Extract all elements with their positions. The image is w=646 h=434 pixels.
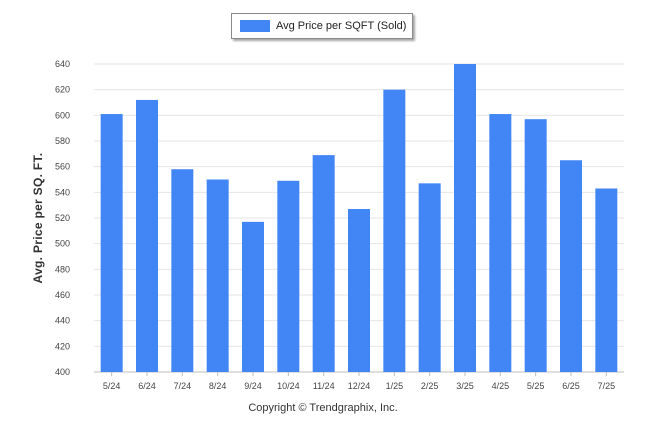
y-tick-label: 460 bbox=[55, 290, 70, 300]
x-tick-label: 9/24 bbox=[244, 381, 262, 391]
bar-2-25[interactable] bbox=[418, 183, 441, 372]
bar-6-25[interactable] bbox=[560, 160, 582, 372]
y-tick-label: 520 bbox=[55, 213, 70, 223]
legend-label: Avg Price per SQFT (Sold) bbox=[276, 20, 407, 32]
bar-11-24[interactable] bbox=[312, 155, 335, 372]
bar-3-25[interactable] bbox=[454, 64, 476, 372]
y-tick-label: 600 bbox=[55, 110, 70, 120]
y-tick-label: 560 bbox=[55, 162, 70, 172]
bar-8-24[interactable] bbox=[206, 179, 229, 373]
bar-6-24[interactable] bbox=[136, 99, 158, 372]
x-tick-label: 7/24 bbox=[174, 381, 192, 391]
x-tick-label: 11/24 bbox=[313, 381, 335, 391]
bar-7-25[interactable] bbox=[595, 188, 618, 372]
y-tick-label: 480 bbox=[55, 264, 70, 274]
x-tick-label: 12/24 bbox=[348, 381, 371, 391]
bars bbox=[100, 64, 618, 373]
y-tick-label: 440 bbox=[55, 316, 70, 326]
bar-9-24[interactable] bbox=[242, 221, 264, 372]
x-tick-label: 5/25 bbox=[527, 381, 545, 391]
x-tick-label: 2/25 bbox=[421, 381, 439, 391]
x-tick-label: 7/25 bbox=[598, 381, 616, 391]
legend: Avg Price per SQFT (Sold) bbox=[231, 13, 413, 39]
y-tick-label: 500 bbox=[55, 239, 70, 249]
y-tick-label: 580 bbox=[55, 136, 70, 146]
bar-4-25[interactable] bbox=[489, 114, 512, 373]
bar-5-24[interactable] bbox=[100, 114, 123, 373]
x-tick-label: 10/24 bbox=[277, 381, 300, 391]
bar-5-25[interactable] bbox=[524, 119, 547, 372]
x-tick-label: 3/25 bbox=[456, 381, 474, 391]
y-tick-label: 400 bbox=[55, 367, 70, 377]
bar-7-24[interactable] bbox=[171, 169, 194, 372]
x-tick-labels: 5/24 6/24 7/24 8/24 9/24 10/24 11/24 12/24 1/25 2… bbox=[103, 372, 615, 391]
bar-10-24[interactable] bbox=[277, 180, 300, 372]
x-tick-label: 6/25 bbox=[562, 381, 580, 391]
x-tick-label: 8/24 bbox=[209, 381, 227, 391]
x-tick-label: 1/25 bbox=[386, 381, 404, 391]
y-tick-label: 540 bbox=[55, 187, 70, 197]
bar-1-25[interactable] bbox=[383, 89, 406, 373]
y-tick-label: 420 bbox=[55, 341, 70, 351]
copyright-text: Copyright © Trendgraphix, Inc. bbox=[248, 402, 398, 414]
x-tick-label: 5/24 bbox=[103, 381, 121, 391]
y-tick-labels: 400 420 440 460 480 500 520 540 560 580 600 620 640 bbox=[55, 59, 70, 377]
y-tick-label: 620 bbox=[55, 85, 70, 95]
legend-swatch bbox=[240, 20, 270, 32]
x-tick-label: 6/24 bbox=[138, 381, 156, 391]
x-tick-label: 4/25 bbox=[492, 381, 510, 391]
y-axis-label: Avg. Price per SQ. FT. bbox=[31, 152, 45, 284]
y-tick-label: 640 bbox=[55, 59, 70, 69]
bar-12-24[interactable] bbox=[348, 209, 370, 372]
